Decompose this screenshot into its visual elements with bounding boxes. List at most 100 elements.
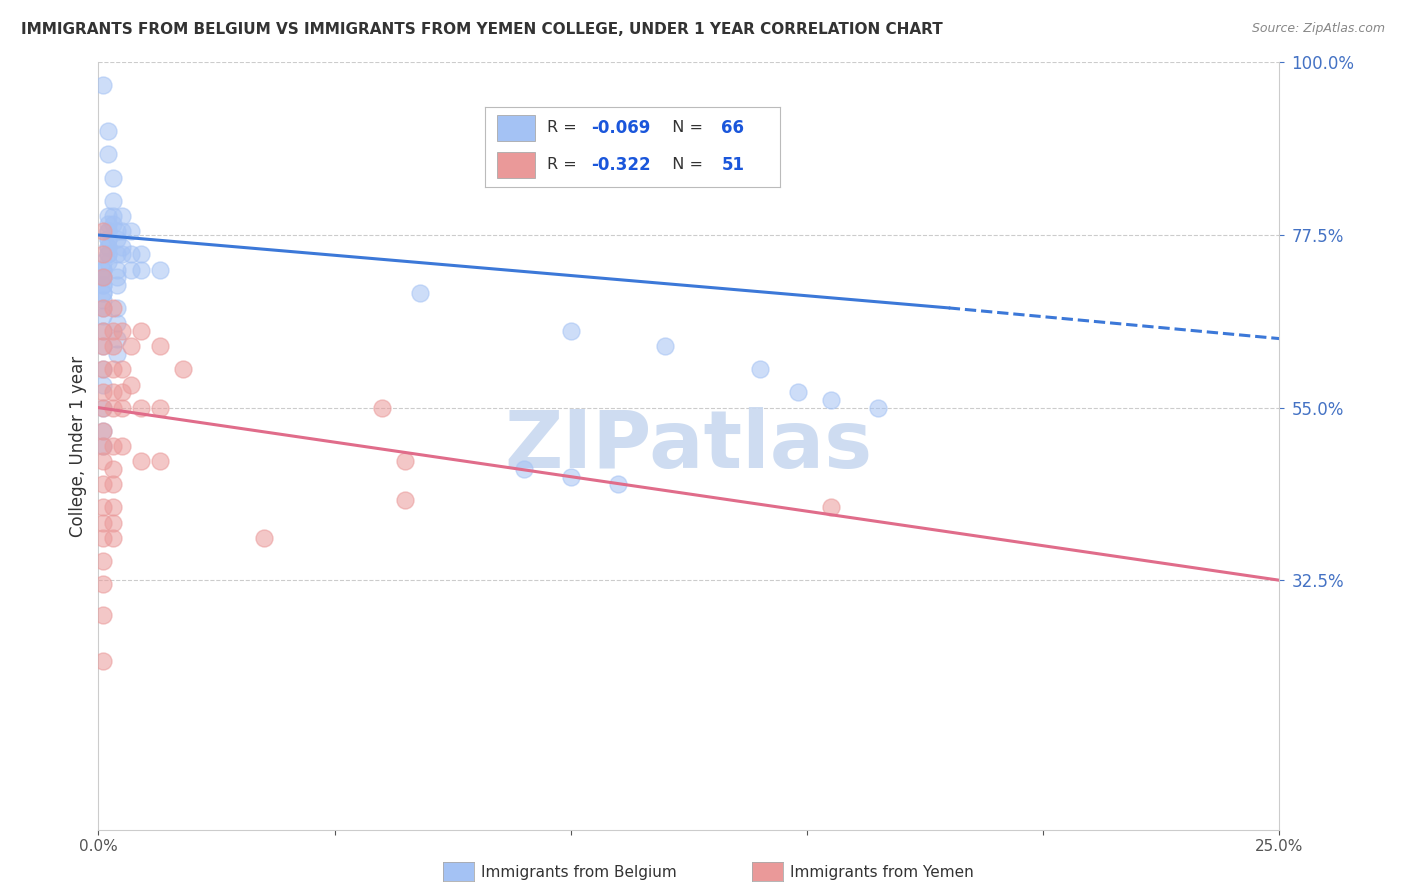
Point <box>121 262 143 277</box>
Point <box>91 424 114 438</box>
Point <box>149 454 172 468</box>
Point <box>91 270 114 285</box>
Point <box>91 607 114 622</box>
Point <box>91 531 114 545</box>
Point <box>149 401 172 415</box>
Point <box>91 247 114 261</box>
Text: IMMIGRANTS FROM BELGIUM VS IMMIGRANTS FROM YEMEN COLLEGE, UNDER 1 YEAR CORRELATI: IMMIGRANTS FROM BELGIUM VS IMMIGRANTS FR… <box>21 22 943 37</box>
Point <box>121 224 143 238</box>
Point <box>91 362 114 376</box>
Point <box>91 324 114 338</box>
Point <box>105 270 128 285</box>
Point <box>121 247 143 261</box>
Point <box>394 492 416 507</box>
Point <box>97 239 120 253</box>
Point <box>91 362 114 376</box>
Point <box>97 224 120 238</box>
Point <box>97 224 120 238</box>
Point <box>101 170 124 185</box>
Point <box>101 339 124 353</box>
Point <box>129 262 152 277</box>
Point <box>111 385 134 400</box>
Point <box>91 454 114 468</box>
Point <box>121 377 143 392</box>
Point <box>253 531 276 545</box>
Point <box>101 439 124 453</box>
Point <box>129 324 152 338</box>
Text: ZIPatlas: ZIPatlas <box>505 407 873 485</box>
Point <box>101 401 124 415</box>
Point <box>105 332 128 346</box>
Point <box>786 385 808 400</box>
Text: N =: N = <box>662 120 709 136</box>
Point <box>91 255 114 269</box>
Point <box>91 401 114 415</box>
Point <box>91 654 114 668</box>
Point <box>97 217 120 231</box>
Point <box>371 401 394 415</box>
Text: R =: R = <box>547 157 582 172</box>
Point <box>129 247 152 261</box>
Point <box>91 516 114 530</box>
Point <box>91 301 114 315</box>
Point <box>129 454 152 468</box>
Point <box>91 439 114 453</box>
Point <box>101 477 124 491</box>
Point <box>111 362 134 376</box>
Point <box>820 392 842 407</box>
Point <box>91 262 114 277</box>
Text: Immigrants from Belgium: Immigrants from Belgium <box>481 865 676 880</box>
Point <box>105 277 128 292</box>
Point <box>394 454 416 468</box>
Point <box>91 554 114 568</box>
Point <box>97 232 120 246</box>
Point <box>607 477 630 491</box>
Point <box>97 124 120 138</box>
Point <box>101 301 124 315</box>
Point <box>866 401 889 415</box>
Point <box>111 247 134 261</box>
Point <box>101 217 124 231</box>
Point <box>111 401 134 415</box>
Point <box>91 385 114 400</box>
Point <box>105 262 128 277</box>
Text: Source: ZipAtlas.com: Source: ZipAtlas.com <box>1251 22 1385 36</box>
Point <box>91 270 114 285</box>
Point <box>149 339 172 353</box>
Point <box>101 362 124 376</box>
FancyBboxPatch shape <box>496 115 536 141</box>
Point <box>91 500 114 515</box>
Point <box>97 255 120 269</box>
Text: R =: R = <box>547 120 582 136</box>
Point <box>91 301 114 315</box>
Point <box>101 209 124 223</box>
Point <box>91 277 114 292</box>
Point <box>97 147 120 161</box>
Point <box>97 232 120 246</box>
Point <box>91 339 114 353</box>
Text: 66: 66 <box>721 119 744 136</box>
Point <box>91 262 114 277</box>
Point <box>91 577 114 591</box>
Point <box>97 209 120 223</box>
Point <box>111 224 134 238</box>
Text: N =: N = <box>662 157 709 172</box>
Point <box>748 362 770 376</box>
Point <box>111 209 134 223</box>
Point <box>512 462 534 476</box>
Text: Immigrants from Yemen: Immigrants from Yemen <box>790 865 974 880</box>
Point <box>91 309 114 323</box>
Point <box>101 194 124 208</box>
Point <box>91 277 114 292</box>
Point <box>101 531 124 545</box>
Point <box>121 339 143 353</box>
Point <box>101 462 124 476</box>
Point <box>105 301 128 315</box>
Point <box>101 516 124 530</box>
Point <box>91 439 114 453</box>
Point <box>97 247 120 261</box>
Point <box>111 239 134 253</box>
Point <box>654 339 676 353</box>
Point <box>820 500 842 515</box>
Point <box>111 439 134 453</box>
